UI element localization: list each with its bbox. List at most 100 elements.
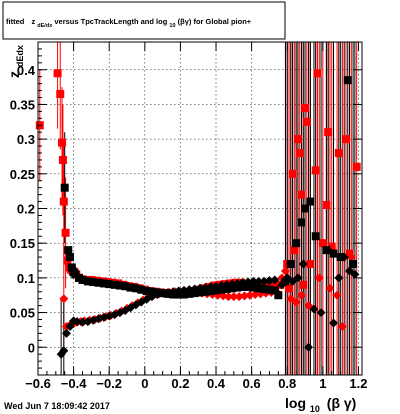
- data-point: [120, 305, 130, 315]
- data-point: [318, 239, 327, 248]
- data-point: [270, 286, 279, 295]
- data-point: [314, 273, 324, 283]
- data-point: [227, 279, 237, 289]
- data-point: [298, 259, 308, 269]
- data-point: [339, 252, 349, 262]
- data-point: [59, 294, 69, 304]
- data-point: [309, 304, 319, 314]
- data-point: [345, 249, 354, 258]
- y-tick-label: 0.3: [17, 132, 35, 147]
- data-point: [249, 283, 258, 292]
- y-tick-label: 0: [28, 340, 35, 355]
- data-point: [343, 76, 352, 85]
- data-point: [56, 349, 66, 359]
- title-mid: versus TpcTrackLength and log: [54, 17, 167, 26]
- data-point: [53, 69, 62, 78]
- data-point: [270, 275, 280, 285]
- title-box: fitted z dE/dx versus TpcTrackLength and…: [2, 1, 286, 40]
- data-point: [327, 242, 336, 251]
- data-point: [245, 290, 255, 300]
- data-point: [59, 346, 69, 356]
- x-tick-label: 0.4: [207, 376, 226, 391]
- data-point: [349, 260, 358, 268]
- title-sub: dE/dx: [37, 23, 53, 29]
- data-point: [115, 281, 124, 290]
- data-point: [323, 245, 333, 255]
- data-point: [232, 278, 242, 288]
- data-point: [259, 276, 269, 286]
- data-point: [229, 292, 239, 302]
- data-point: [290, 246, 299, 255]
- data-point: [264, 276, 274, 286]
- data-point: [281, 277, 290, 286]
- data-point: [316, 308, 326, 318]
- data-point: [334, 273, 344, 283]
- chart-title: fitted z dE/dx versus TpcTrackLength and…: [6, 17, 252, 29]
- data-point: [288, 169, 297, 178]
- data-point: [174, 286, 184, 296]
- y-tick-label: 0.15: [10, 236, 35, 251]
- data-point: [89, 278, 98, 287]
- data-point: [105, 280, 114, 289]
- y-tick-label: 0.05: [10, 306, 35, 321]
- data-point: [260, 284, 269, 293]
- data-point: [306, 197, 315, 206]
- data-point: [301, 204, 310, 213]
- y-tick-label: 0.4: [17, 63, 36, 78]
- data-point: [61, 228, 70, 237]
- data-point: [58, 155, 67, 164]
- data-point: [324, 128, 333, 137]
- data-point: [325, 283, 335, 293]
- x-tick-label: −0.4: [61, 376, 87, 391]
- x-tick-label: 1: [319, 376, 326, 391]
- data-point: [329, 318, 339, 328]
- data-point: [78, 275, 87, 284]
- data-point: [332, 290, 342, 300]
- data-point: [163, 287, 173, 297]
- axes: −0.6 −0.4 −0.2 0 0.2 0.4 0.6 0.8 1 1.2 0 0.05 0.1 0.1…: [10, 41, 367, 391]
- data-point: [78, 317, 88, 327]
- y-tick-label: 0.1: [17, 271, 35, 286]
- data-point: [72, 317, 82, 327]
- grid: [38, 42, 362, 375]
- data-point: [206, 282, 216, 292]
- data-point: [337, 321, 347, 331]
- data-point: [56, 90, 65, 99]
- data-point: [58, 138, 67, 147]
- x-tick-label: 0: [141, 376, 148, 391]
- x-tick-label: −0.6: [25, 376, 51, 391]
- data-point: [147, 287, 156, 296]
- data-point: [216, 281, 226, 291]
- data-point: [179, 285, 189, 295]
- y-tick-label: 0.2: [17, 202, 35, 217]
- x-tick-label: 1.2: [349, 376, 367, 391]
- timestamp: Wed Jun 7 18:09:42 2017: [4, 401, 110, 411]
- data-point: [200, 283, 210, 293]
- title-sub2: 10: [169, 23, 175, 29]
- data-point: [334, 149, 343, 157]
- data-point: [60, 183, 69, 192]
- data-point: [352, 162, 361, 171]
- data-point: [168, 287, 178, 297]
- data-point: [254, 284, 263, 293]
- data-point: [248, 276, 258, 286]
- data-point: [296, 290, 306, 300]
- data-point: [59, 197, 68, 206]
- data-point: [297, 218, 306, 227]
- data-point: [238, 278, 248, 288]
- x-tick-label: 0.2: [171, 376, 189, 391]
- data-point: [285, 284, 294, 293]
- data-point: [240, 291, 250, 301]
- data-point: [280, 266, 290, 276]
- x-tick-label: 0.8: [278, 376, 296, 391]
- data-point: [304, 342, 314, 352]
- data-point: [291, 297, 301, 307]
- data-point: [293, 273, 303, 283]
- title-end: (βγ) for Global pion+: [178, 17, 252, 26]
- data-point: [195, 283, 205, 293]
- data-point: [243, 277, 253, 287]
- data-point: [274, 291, 283, 300]
- data-point: [295, 149, 304, 157]
- x-tick-label: −0.2: [96, 376, 122, 391]
- data-point: [131, 284, 140, 293]
